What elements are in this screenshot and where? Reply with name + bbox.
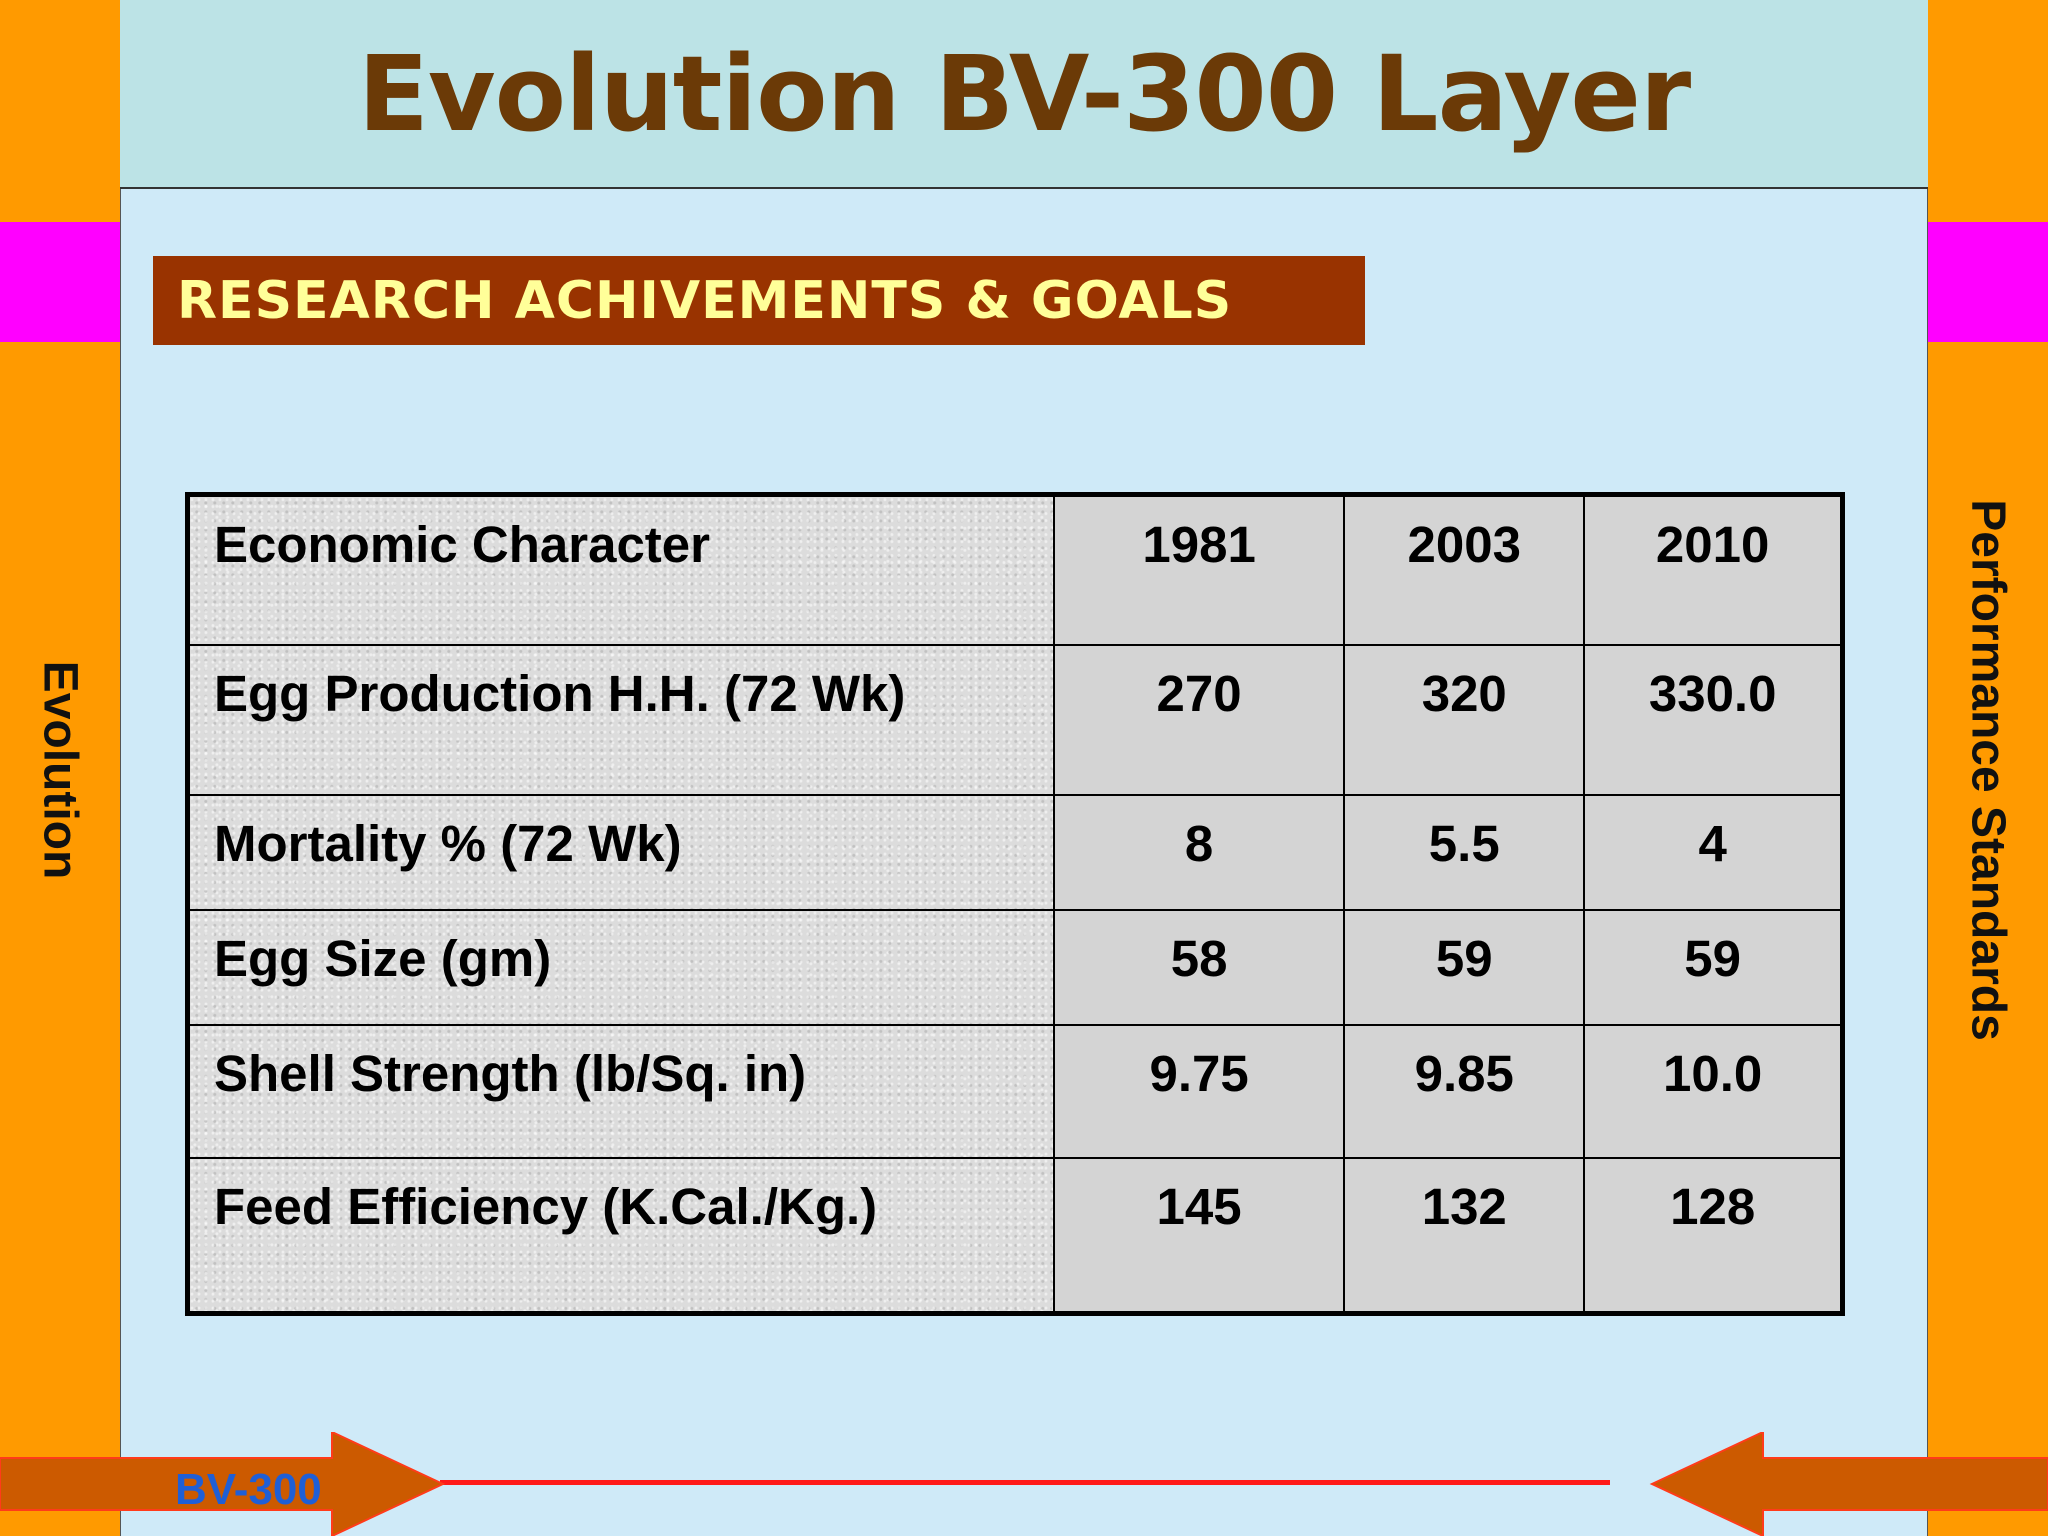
title-header: Evolution BV-300 Layer — [120, 0, 1928, 189]
header-cell-2003: 2003 — [1343, 493, 1586, 646]
row-value: 9.85 — [1343, 1024, 1586, 1160]
row-value: 270 — [1053, 643, 1346, 796]
section-banner-text: RESEARCH ACHIVEMENTS & GOALS — [177, 270, 1233, 331]
table-row: Feed Efficiency (K.Cal./Kg.) 145 132 128 — [186, 1157, 1844, 1315]
row-value: 145 — [1053, 1157, 1346, 1315]
table-row: Mortality % (72 Wk) 8 5.5 4 — [186, 793, 1844, 911]
row-value: 59 — [1583, 908, 1844, 1027]
row-value: 128 — [1583, 1157, 1844, 1315]
row-label: Shell Strength (lb/Sq. in) — [186, 1024, 1056, 1160]
right-accent-band — [1928, 222, 2048, 342]
row-value: 58 — [1053, 908, 1346, 1027]
table-row: Egg Production H.H. (72 Wk) 270 320 330.… — [186, 643, 1844, 796]
row-value: 8 — [1053, 793, 1346, 911]
section-banner: RESEARCH ACHIVEMENTS & GOALS — [153, 256, 1365, 345]
connector-line — [440, 1480, 1610, 1485]
row-label: Egg Size (gm) — [186, 908, 1056, 1027]
page-title: Evolution BV-300 Layer — [357, 32, 1691, 155]
header-cell-2010: 2010 — [1583, 493, 1844, 646]
left-vertical-label: Evolution — [33, 660, 87, 880]
table-row: Egg Size (gm) 58 59 59 — [186, 908, 1844, 1027]
row-value: 330.0 — [1583, 643, 1844, 796]
achievements-table: Economic Character 1981 2003 2010 Egg Pr… — [185, 492, 1845, 1316]
table-row: Shell Strength (lb/Sq. in) 9.75 9.85 10.… — [186, 1024, 1844, 1160]
header-cell-character: Economic Character — [186, 493, 1056, 646]
row-value: 132 — [1343, 1157, 1586, 1315]
row-label: Egg Production H.H. (72 Wk) — [186, 643, 1056, 796]
table-header-row: Economic Character 1981 2003 2010 — [186, 493, 1844, 646]
left-accent-band — [0, 222, 120, 342]
row-value: 59 — [1343, 908, 1586, 1027]
left-pointing-arrow-icon — [1649, 1432, 2048, 1536]
row-label: Mortality % (72 Wk) — [186, 793, 1056, 911]
row-value: 5.5 — [1343, 793, 1586, 911]
row-value: 320 — [1343, 643, 1586, 796]
row-value: 4 — [1583, 793, 1844, 911]
right-pointing-arrow-icon — [0, 1432, 445, 1536]
row-value: 9.75 — [1053, 1024, 1346, 1160]
header-cell-1981: 1981 — [1053, 493, 1346, 646]
right-vertical-label: Performance Standards — [1961, 499, 2015, 1041]
row-value: 10.0 — [1583, 1024, 1844, 1160]
row-label: Feed Efficiency (K.Cal./Kg.) — [186, 1157, 1056, 1315]
footer-label: BV-300 — [175, 1465, 322, 1514]
